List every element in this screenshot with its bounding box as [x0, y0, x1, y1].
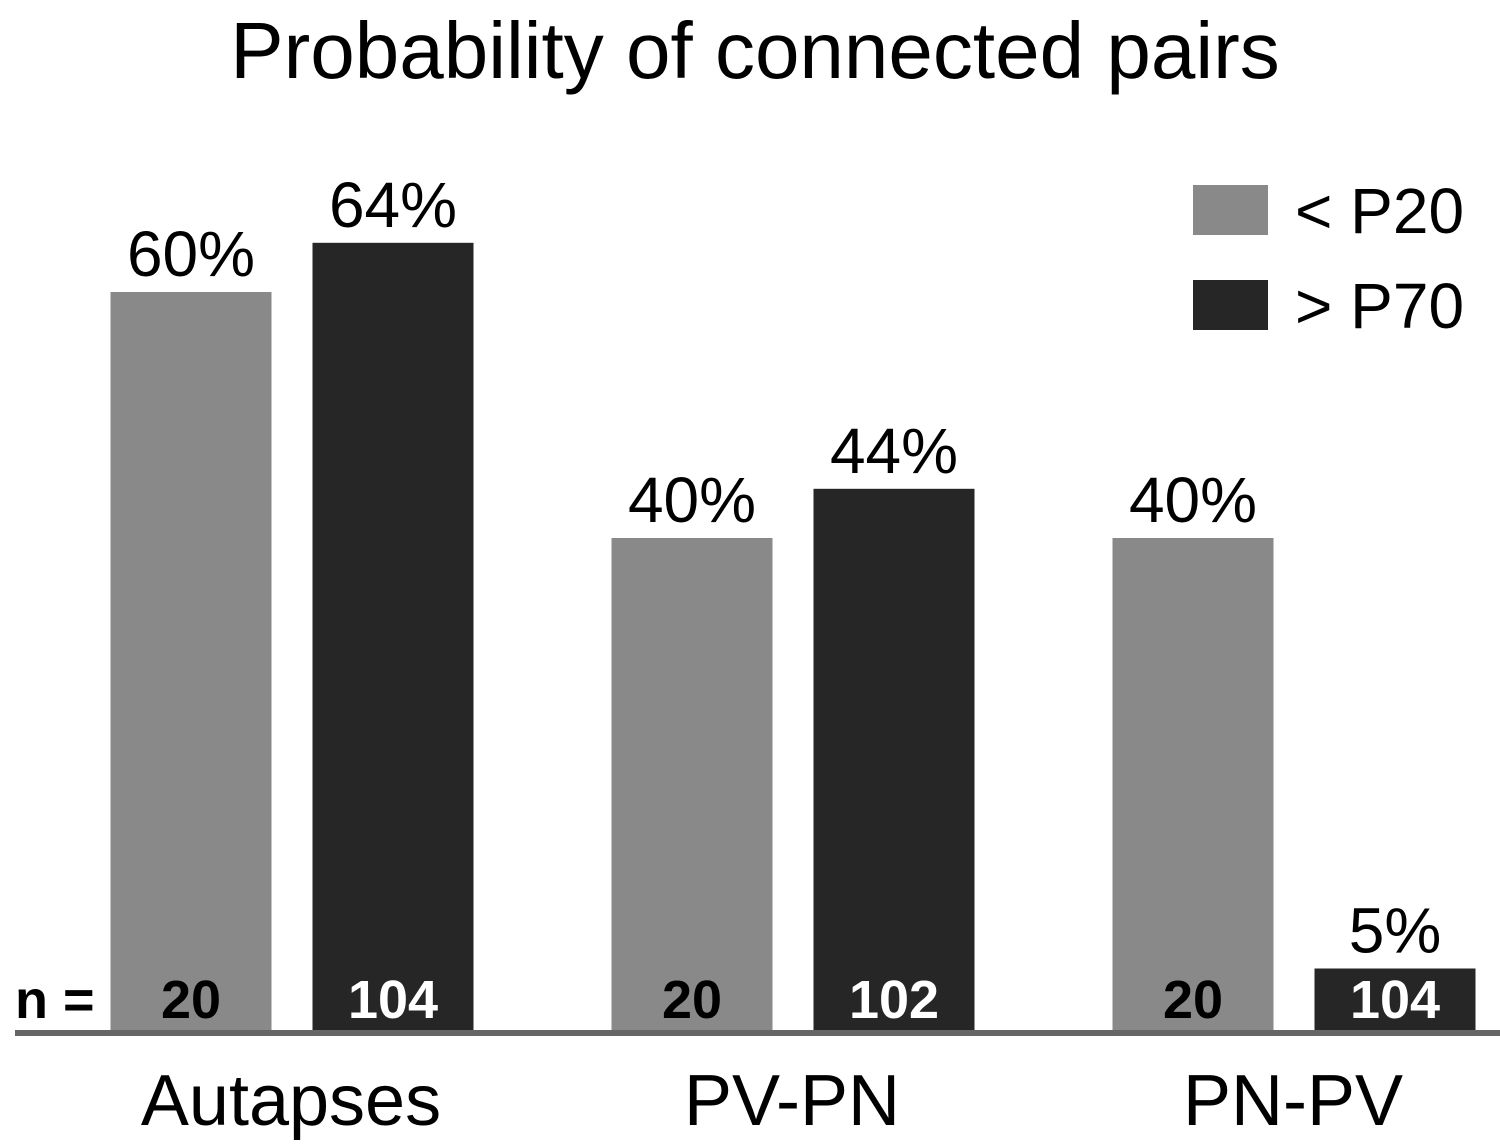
bar — [611, 538, 773, 1030]
legend-swatch — [1193, 280, 1268, 330]
value-label: 64% — [329, 169, 457, 241]
legend-swatch — [1193, 185, 1268, 235]
n-count: 20 — [662, 970, 722, 1030]
x-tick-label: Autapses — [141, 1061, 441, 1141]
n-count: 20 — [1163, 970, 1223, 1030]
n-count: 104 — [348, 970, 438, 1030]
n-count: 20 — [161, 970, 221, 1030]
x-tick-label: PN-PV — [1183, 1061, 1403, 1141]
x-tick-label: PV-PN — [684, 1061, 900, 1141]
value-label: 60% — [127, 218, 255, 290]
bar — [312, 242, 474, 1031]
value-label: 40% — [1129, 464, 1257, 536]
value-label: 5% — [1349, 895, 1442, 967]
value-label: 44% — [830, 415, 958, 487]
bar — [110, 292, 272, 1030]
bar — [813, 488, 975, 1030]
chart-title: Probability of connected pairs — [230, 6, 1280, 95]
legend-label: > P70 — [1295, 270, 1464, 342]
bar — [1314, 968, 1476, 1030]
n-count: 104 — [1350, 970, 1440, 1030]
value-label: 40% — [628, 464, 756, 536]
bar — [1112, 538, 1274, 1030]
n-label: n = — [15, 970, 95, 1030]
legend-label: < P20 — [1295, 175, 1464, 247]
n-count: 102 — [849, 970, 939, 1030]
